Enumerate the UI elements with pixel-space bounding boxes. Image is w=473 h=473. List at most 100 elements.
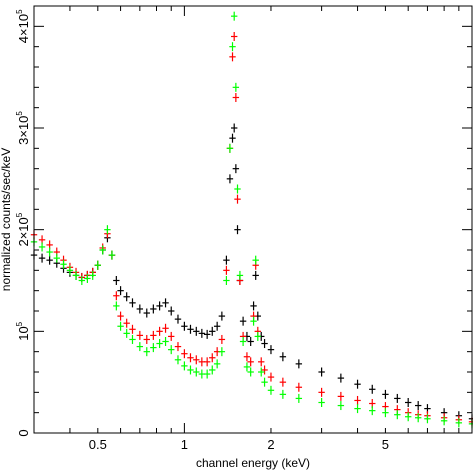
- x-tick-label: 2: [267, 437, 274, 452]
- x-tick-label: 1: [181, 437, 188, 452]
- data-point: [279, 389, 287, 399]
- data-point: [247, 357, 254, 367]
- data-point: [187, 365, 194, 375]
- data-point: [181, 361, 188, 371]
- y-tick-label-base: 4×10: [16, 14, 31, 43]
- y-tick-label-exponent: 5: [15, 9, 24, 14]
- data-point: [136, 330, 144, 340]
- data-point: [279, 377, 287, 387]
- data-point: [250, 316, 257, 326]
- data-point: [117, 311, 124, 321]
- data-point: [129, 334, 136, 344]
- data-point: [243, 362, 251, 372]
- data-point: [267, 372, 275, 382]
- data-point: [162, 298, 169, 308]
- data-point: [84, 273, 91, 283]
- data-point: [267, 385, 275, 395]
- data-point: [223, 265, 230, 275]
- series-0: [30, 123, 473, 424]
- data-point: [174, 314, 182, 324]
- data-point: [143, 308, 150, 318]
- data-point: [136, 304, 144, 314]
- data-point: [295, 382, 303, 392]
- data-point: [247, 367, 254, 377]
- data-point: [168, 345, 175, 355]
- data-point: [261, 365, 268, 375]
- data-point: [113, 276, 120, 285]
- y-tick-label-exponent: 5: [15, 111, 24, 116]
- data-point: [354, 379, 361, 389]
- data-point: [279, 352, 287, 362]
- data-point: [267, 345, 275, 355]
- y-tick-label: 0: [16, 429, 31, 436]
- data-point: [230, 32, 238, 41]
- data-point: [234, 184, 241, 194]
- data-point: [404, 398, 412, 407]
- data-point: [150, 343, 157, 353]
- data-point: [46, 247, 53, 257]
- plot-frame: [33, 5, 473, 434]
- data-point: [168, 306, 175, 316]
- data-point: [318, 367, 325, 377]
- data-point: [247, 337, 254, 346]
- y-tick-label: 3×105: [15, 111, 31, 145]
- data-point: [136, 342, 144, 352]
- data-point: [229, 42, 236, 52]
- data-point: [168, 331, 175, 341]
- data-point: [232, 164, 240, 174]
- data-layer: [30, 11, 473, 429]
- data-point: [46, 255, 53, 265]
- data-point: [193, 355, 200, 365]
- data-point: [261, 377, 268, 387]
- data-point: [258, 357, 265, 367]
- data-point: [113, 291, 120, 301]
- y-tick-label: 2×105: [15, 212, 31, 246]
- data-point: [394, 393, 401, 403]
- data-point: [203, 369, 211, 379]
- data-point: [209, 326, 216, 336]
- y-tick-label-exponent: 5: [15, 212, 24, 217]
- data-point: [239, 316, 247, 326]
- y-tick-label: 105: [15, 321, 31, 340]
- data-point: [209, 365, 216, 375]
- data-point: [369, 384, 376, 394]
- data-point: [318, 387, 325, 397]
- y-axis-title: normalized counts/sec/keV: [0, 148, 13, 291]
- data-point: [252, 255, 259, 265]
- data-point: [382, 389, 389, 399]
- data-point: [252, 270, 259, 280]
- data-point: [209, 353, 216, 363]
- data-point: [218, 311, 226, 321]
- data-point: [89, 270, 96, 280]
- data-point: [250, 301, 257, 311]
- y-tick-label-exponent: 5: [15, 321, 24, 326]
- data-point: [72, 270, 80, 280]
- data-point: [295, 393, 303, 403]
- data-point: [117, 321, 124, 331]
- data-point: [404, 412, 412, 422]
- data-point: [239, 337, 247, 346]
- data-point: [129, 324, 136, 334]
- data-point: [123, 318, 130, 328]
- data-point: [337, 373, 345, 383]
- data-point: [261, 339, 268, 349]
- data-point: [198, 328, 206, 338]
- data-point: [174, 342, 182, 352]
- data-point: [424, 414, 431, 424]
- data-point: [213, 321, 221, 331]
- x-tick-label: 0.5: [89, 437, 107, 452]
- y-tick-label-base: 0: [16, 429, 31, 436]
- data-point: [117, 286, 124, 296]
- series-2: [30, 11, 473, 429]
- data-point: [156, 326, 163, 336]
- data-point: [66, 265, 74, 275]
- data-point: [113, 301, 120, 311]
- y-tick-label: 4×105: [15, 9, 31, 43]
- data-point: [230, 11, 238, 21]
- data-point: [156, 339, 163, 349]
- data-point: [94, 260, 102, 270]
- data-point: [60, 259, 67, 269]
- y-tick-label-base: 2×10: [16, 217, 31, 246]
